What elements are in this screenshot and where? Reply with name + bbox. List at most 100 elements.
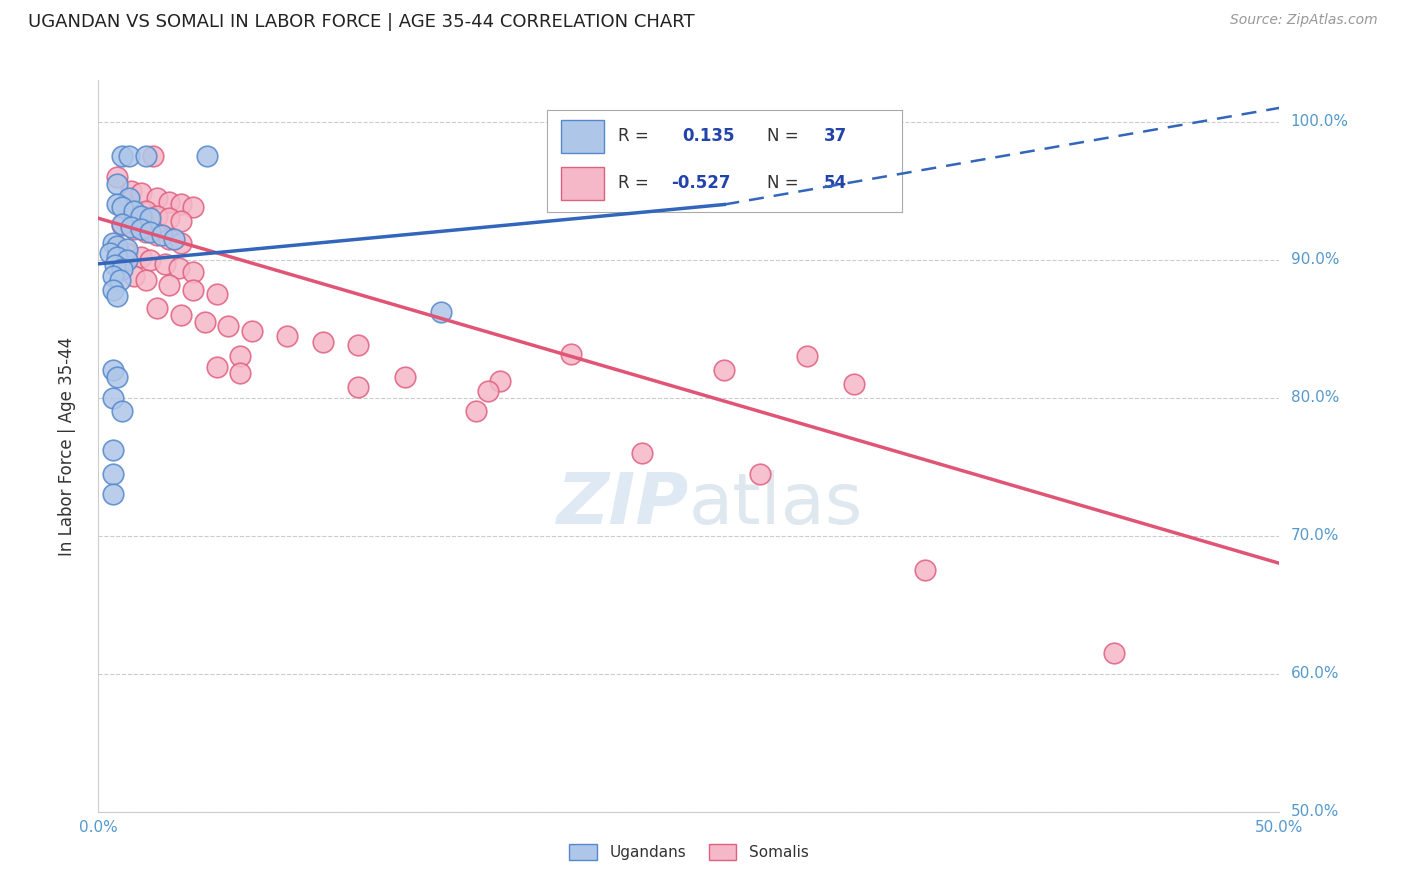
Point (118, 149, 141, 163)
Point (240, 325, 263, 339)
Point (101, 443, 124, 458)
Text: 90.0%: 90.0% (1291, 252, 1339, 268)
Point (146, 301, 169, 315)
Point (101, 487, 124, 501)
Point (844, 376, 866, 391)
Text: Source: ZipAtlas.com: Source: ZipAtlas.com (1230, 13, 1378, 28)
Point (105, 169, 128, 184)
Point (170, 236, 193, 251)
Point (105, 177, 128, 191)
Point (157, 277, 180, 292)
Point (122, 269, 145, 284)
Text: 60.0%: 60.0% (1291, 666, 1339, 681)
Point (98, 245, 121, 260)
Point (129, 209, 152, 223)
Point (105, 242, 128, 256)
Point (139, 211, 162, 226)
Point (181, 265, 204, 279)
Point (914, 563, 936, 577)
Point (157, 194, 180, 209)
Point (108, 273, 131, 287)
Text: 80.0%: 80.0% (1291, 390, 1339, 405)
Point (135, 204, 157, 219)
Point (129, 250, 152, 264)
Point (194, 315, 217, 329)
Point (111, 404, 134, 418)
Point (115, 245, 138, 260)
Point (477, 384, 499, 398)
Point (630, 446, 652, 460)
Point (139, 225, 162, 239)
Text: 70.0%: 70.0% (1291, 528, 1339, 543)
Point (205, 360, 228, 375)
Point (796, 349, 818, 363)
Point (121, 219, 143, 234)
Point (465, 404, 488, 418)
Point (122, 222, 145, 236)
Point (118, 191, 141, 205)
Point (101, 363, 124, 377)
Point (229, 349, 252, 363)
Point (105, 239, 128, 253)
Point (347, 379, 370, 393)
Text: 50.0%: 50.0% (1291, 805, 1339, 819)
Point (167, 260, 190, 275)
Point (111, 262, 134, 277)
Point (111, 217, 134, 231)
Point (157, 211, 180, 226)
Point (142, 149, 165, 163)
Y-axis label: In Labor Force | Age 35-44: In Labor Force | Age 35-44 (58, 336, 76, 556)
Point (748, 467, 770, 481)
Point (135, 273, 157, 287)
Point (135, 149, 157, 163)
Point (1102, 646, 1125, 660)
Point (101, 467, 124, 481)
Point (157, 232, 180, 246)
Point (146, 227, 169, 242)
Point (181, 200, 204, 214)
Point (121, 184, 143, 198)
Point (146, 191, 169, 205)
Point (170, 214, 193, 228)
Point (135, 225, 157, 239)
Point (111, 218, 134, 232)
Point (170, 308, 193, 322)
Point (489, 374, 512, 388)
Point (146, 209, 169, 223)
Text: UGANDAN VS SOMALI IN LABOR FORCE | AGE 35-44 CORRELATION CHART: UGANDAN VS SOMALI IN LABOR FORCE | AGE 3… (28, 13, 695, 31)
Point (101, 391, 124, 405)
Point (153, 257, 176, 271)
Point (115, 242, 138, 256)
Point (205, 287, 228, 301)
Legend: Ugandans, Somalis: Ugandans, Somalis (564, 838, 814, 866)
Point (560, 346, 582, 360)
Point (163, 232, 186, 246)
Point (150, 227, 173, 242)
Point (105, 288, 128, 302)
Point (115, 252, 138, 267)
Point (229, 366, 252, 380)
Point (104, 258, 127, 272)
Point (122, 204, 145, 219)
Point (105, 250, 128, 264)
Point (217, 318, 239, 333)
Point (111, 149, 134, 163)
Point (276, 328, 298, 343)
Point (170, 197, 193, 211)
Point (195, 149, 218, 163)
Point (430, 305, 453, 319)
Point (139, 252, 162, 267)
Point (101, 269, 124, 284)
Point (394, 370, 416, 384)
Text: ZIP: ZIP (557, 470, 689, 539)
Point (129, 222, 152, 236)
Point (347, 338, 370, 352)
Point (181, 283, 204, 297)
Point (105, 370, 128, 384)
Point (312, 335, 335, 350)
Point (129, 186, 152, 201)
Point (713, 363, 735, 377)
Point (111, 200, 134, 214)
Point (101, 236, 124, 251)
Text: 100.0%: 100.0% (1291, 114, 1348, 129)
